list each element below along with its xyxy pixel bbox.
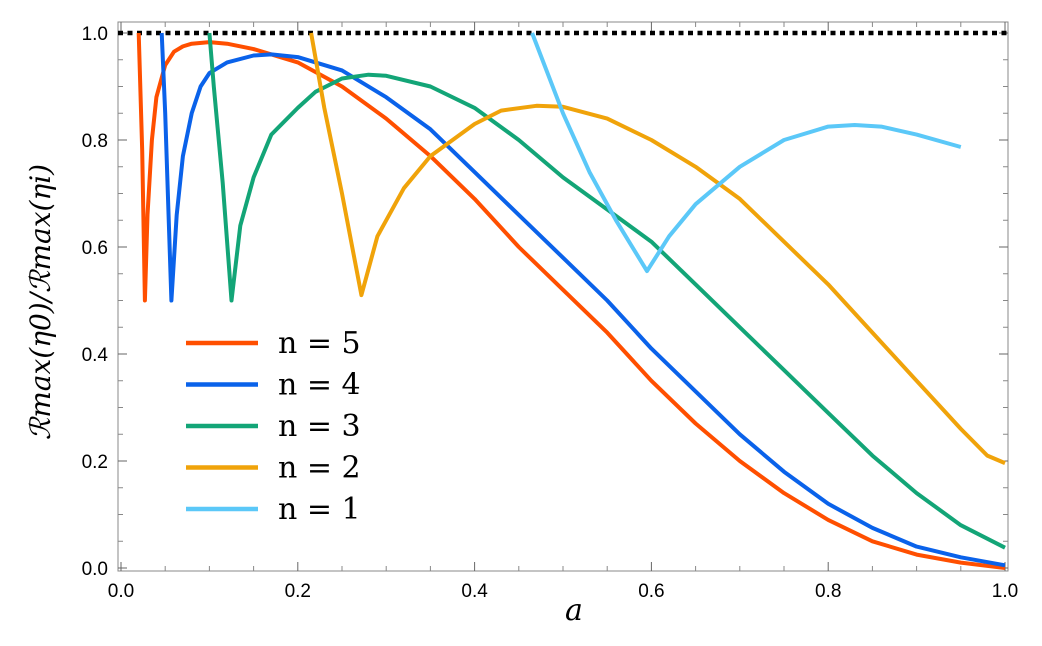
y-tick-label: 0.6 bbox=[82, 238, 108, 259]
plot-frame bbox=[117, 21, 1009, 572]
x-axis-label: a bbox=[565, 593, 583, 628]
series-line-n3 bbox=[207, 32, 1006, 550]
legend-label: n = 5 bbox=[278, 326, 361, 361]
x-tick-label: 1.0 bbox=[992, 581, 1018, 602]
legend-label: n = 1 bbox=[278, 492, 361, 527]
x-tick-label: 0.4 bbox=[461, 581, 488, 602]
y-tick-label: 1.0 bbox=[82, 24, 108, 45]
legend-label: n = 3 bbox=[278, 409, 361, 444]
y-tick-label: 0.8 bbox=[82, 131, 108, 152]
series-layer bbox=[136, 32, 1006, 570]
x-tick-label: 0.8 bbox=[815, 581, 841, 602]
y-tick-label: 0.4 bbox=[82, 345, 109, 366]
axis-ticks: 0.0 0.2 0.4 0.6 0.8 1.0 0.0 0.2 0.4 0.6 0.8 1.0 bbox=[82, 22, 1018, 602]
x-tick-label: 0.2 bbox=[285, 581, 311, 602]
y-axis-label: ℛmax(η0)/ℛmax(ηi) bbox=[24, 164, 57, 440]
x-tick-label: 0.0 bbox=[108, 581, 134, 602]
legend-label: n = 2 bbox=[278, 451, 361, 486]
y-tick-label: 0.2 bbox=[82, 452, 108, 473]
y-tick-label: 0.0 bbox=[82, 559, 108, 580]
x-tick-label: 0.6 bbox=[638, 581, 664, 602]
series-line-n1 bbox=[530, 32, 962, 274]
series-line-n4 bbox=[159, 32, 1006, 568]
legend-label: n = 4 bbox=[278, 368, 361, 403]
legend: n = 5 n = 4 n = 3 n = 2 n = 1 bbox=[186, 326, 361, 527]
plot-border bbox=[117, 21, 1009, 572]
series-line-n5 bbox=[136, 32, 1006, 570]
series-line-n2 bbox=[309, 32, 1006, 465]
